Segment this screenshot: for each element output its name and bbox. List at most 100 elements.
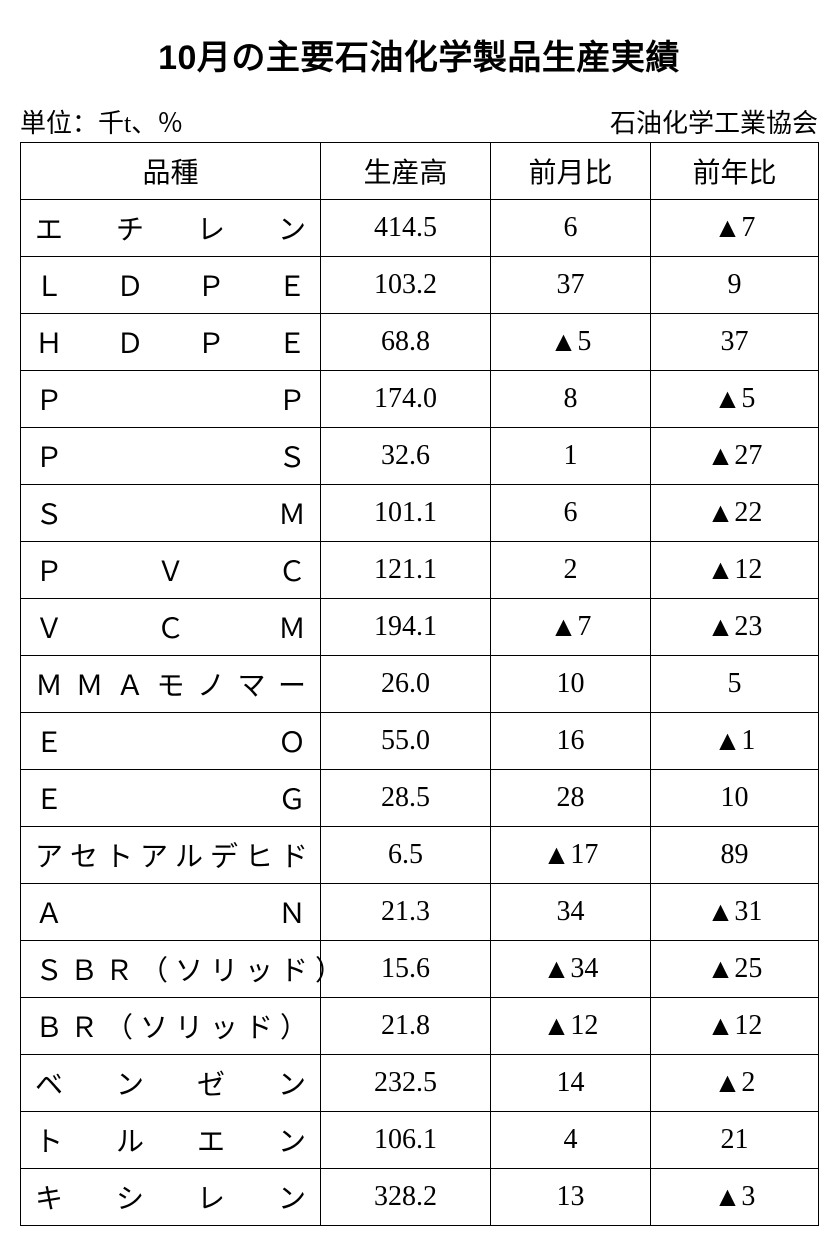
source-label: 石油化学工業協会: [610, 103, 818, 140]
cell-yoy: 10: [651, 770, 819, 827]
cell-mom: 14: [491, 1055, 651, 1112]
table-row: Ｖ Ｃ Ｍ194.1▲7▲23: [21, 599, 819, 656]
cell-yoy: ▲25: [651, 941, 819, 998]
cell-production: 194.1: [321, 599, 491, 656]
cell-production: 6.5: [321, 827, 491, 884]
cell-name: ト ル エ ン: [21, 1112, 321, 1169]
table-header-row: 品種 生産高 前月比 前年比: [21, 143, 819, 200]
cell-production: 106.1: [321, 1112, 491, 1169]
cell-mom: 16: [491, 713, 651, 770]
cell-mom: ▲34: [491, 941, 651, 998]
cell-name: ア セ ト ア ル デ ヒ ド: [21, 827, 321, 884]
page-title: 10月の主要石油化学製品生産実績: [20, 30, 818, 79]
cell-mom: 13: [491, 1169, 651, 1226]
cell-name: Ｈ Ｄ Ｐ Ｅ: [21, 314, 321, 371]
cell-name: Ｅ Ｏ: [21, 713, 321, 770]
cell-name: Ｐ Ｐ: [21, 371, 321, 428]
cell-name: Ｍ Ｍ Ａ モ ノ マ ー: [21, 656, 321, 713]
col-header-name: 品種: [21, 143, 321, 200]
table-row: Ｐ Ｓ32.61▲27: [21, 428, 819, 485]
table-row: Ｐ Ｖ Ｃ121.12▲12: [21, 542, 819, 599]
cell-mom: ▲12: [491, 998, 651, 1055]
cell-production: 15.6: [321, 941, 491, 998]
cell-production: 103.2: [321, 257, 491, 314]
table-row: ア セ ト ア ル デ ヒ ド6.5▲1789: [21, 827, 819, 884]
cell-name: Ｓ Ｂ Ｒ （ ソ リ ッ ド ）: [21, 941, 321, 998]
cell-mom: 6: [491, 485, 651, 542]
cell-mom: ▲5: [491, 314, 651, 371]
cell-production: 328.2: [321, 1169, 491, 1226]
cell-yoy: 89: [651, 827, 819, 884]
cell-name: ベ ン ゼ ン: [21, 1055, 321, 1112]
cell-production: 232.5: [321, 1055, 491, 1112]
cell-mom: 1: [491, 428, 651, 485]
cell-production: 101.1: [321, 485, 491, 542]
cell-yoy: ▲2: [651, 1055, 819, 1112]
cell-name: Ｌ Ｄ Ｐ Ｅ: [21, 257, 321, 314]
cell-production: 21.8: [321, 998, 491, 1055]
col-header-mom: 前月比: [491, 143, 651, 200]
cell-production: 28.5: [321, 770, 491, 827]
cell-mom: 28: [491, 770, 651, 827]
cell-name: Ｐ Ｓ: [21, 428, 321, 485]
cell-yoy: ▲23: [651, 599, 819, 656]
cell-yoy: ▲22: [651, 485, 819, 542]
cell-production: 121.1: [321, 542, 491, 599]
cell-yoy: 9: [651, 257, 819, 314]
cell-name: Ｅ Ｇ: [21, 770, 321, 827]
table-row: Ａ Ｎ21.334▲31: [21, 884, 819, 941]
cell-production: 174.0: [321, 371, 491, 428]
cell-name: Ｖ Ｃ Ｍ: [21, 599, 321, 656]
cell-mom: 34: [491, 884, 651, 941]
cell-yoy: ▲27: [651, 428, 819, 485]
cell-yoy: ▲1: [651, 713, 819, 770]
cell-mom: ▲7: [491, 599, 651, 656]
table-row: ベ ン ゼ ン232.514▲2: [21, 1055, 819, 1112]
table-row: Ｌ Ｄ Ｐ Ｅ103.2379: [21, 257, 819, 314]
cell-name: Ａ Ｎ: [21, 884, 321, 941]
cell-name: Ｓ Ｍ: [21, 485, 321, 542]
cell-production: 32.6: [321, 428, 491, 485]
cell-name: エ チ レ ン: [21, 200, 321, 257]
table-row: Ｓ Ｍ101.16▲22: [21, 485, 819, 542]
table-row: キ シ レ ン328.213▲3: [21, 1169, 819, 1226]
table-row: Ｅ Ｇ28.52810: [21, 770, 819, 827]
cell-mom: 10: [491, 656, 651, 713]
unit-label: 単位：千t、％: [20, 103, 183, 140]
cell-yoy: ▲12: [651, 998, 819, 1055]
cell-yoy: 21: [651, 1112, 819, 1169]
cell-yoy: 5: [651, 656, 819, 713]
table-row: Ｓ Ｂ Ｒ （ ソ リ ッ ド ）15.6▲34▲25: [21, 941, 819, 998]
table-row: Ｐ Ｐ174.08▲5: [21, 371, 819, 428]
cell-mom: 4: [491, 1112, 651, 1169]
cell-production: 55.0: [321, 713, 491, 770]
production-table: 品種 生産高 前月比 前年比 エ チ レ ン414.56▲7Ｌ Ｄ Ｐ Ｅ103…: [20, 142, 819, 1226]
meta-row: 単位：千t、％ 石油化学工業協会: [20, 103, 818, 140]
page: 10月の主要石油化学製品生産実績 単位：千t、％ 石油化学工業協会 品種 生産高…: [20, 30, 818, 1226]
col-header-production: 生産高: [321, 143, 491, 200]
table-row: Ｍ Ｍ Ａ モ ノ マ ー26.0105: [21, 656, 819, 713]
cell-mom: 2: [491, 542, 651, 599]
cell-production: 414.5: [321, 200, 491, 257]
cell-name: Ｐ Ｖ Ｃ: [21, 542, 321, 599]
table-row: ト ル エ ン106.1421: [21, 1112, 819, 1169]
col-header-yoy: 前年比: [651, 143, 819, 200]
cell-yoy: ▲12: [651, 542, 819, 599]
cell-production: 21.3: [321, 884, 491, 941]
cell-yoy: ▲3: [651, 1169, 819, 1226]
table-row: エ チ レ ン414.56▲7: [21, 200, 819, 257]
cell-mom: 6: [491, 200, 651, 257]
table-row: Ｈ Ｄ Ｐ Ｅ68.8▲537: [21, 314, 819, 371]
table-row: Ｅ Ｏ55.016▲1: [21, 713, 819, 770]
cell-name: キ シ レ ン: [21, 1169, 321, 1226]
table-body: エ チ レ ン414.56▲7Ｌ Ｄ Ｐ Ｅ103.2379Ｈ Ｄ Ｐ Ｅ68.…: [21, 200, 819, 1226]
cell-production: 26.0: [321, 656, 491, 713]
cell-mom: 37: [491, 257, 651, 314]
cell-yoy: 37: [651, 314, 819, 371]
cell-mom: ▲17: [491, 827, 651, 884]
cell-production: 68.8: [321, 314, 491, 371]
cell-mom: 8: [491, 371, 651, 428]
cell-yoy: ▲7: [651, 200, 819, 257]
cell-name: Ｂ Ｒ （ ソ リ ッ ド ）: [21, 998, 321, 1055]
table-row: Ｂ Ｒ （ ソ リ ッ ド ）21.8▲12▲12: [21, 998, 819, 1055]
